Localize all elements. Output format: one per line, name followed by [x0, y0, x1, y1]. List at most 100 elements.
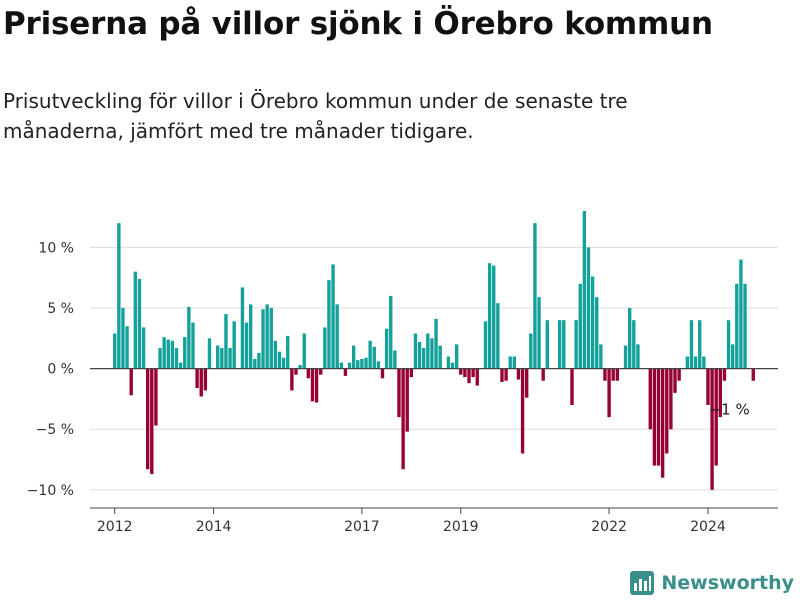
bar	[248, 304, 253, 369]
bar	[302, 333, 306, 369]
bar	[286, 335, 290, 369]
bar	[739, 259, 743, 369]
bar	[557, 320, 562, 369]
bar	[380, 368, 385, 379]
axis-layer	[90, 368, 778, 514]
bar	[595, 297, 599, 369]
bar	[273, 340, 278, 369]
bar	[492, 265, 496, 369]
bar	[702, 356, 706, 369]
bar	[356, 360, 360, 369]
bar	[393, 350, 397, 369]
bar	[121, 308, 125, 369]
bar	[636, 344, 640, 369]
page-title: Priserna på villor sjönk i Örebro kommun	[3, 6, 713, 42]
bar	[467, 368, 471, 384]
bar	[669, 368, 673, 430]
bar	[689, 320, 694, 369]
bar	[706, 368, 710, 405]
bar	[335, 304, 339, 369]
bar	[660, 368, 665, 478]
bar	[170, 340, 175, 369]
bar	[228, 348, 232, 369]
bar	[599, 344, 603, 369]
brand-name: Newsworthy	[661, 572, 794, 594]
bar	[389, 295, 393, 369]
bar	[216, 345, 220, 369]
bar	[323, 327, 327, 369]
bar	[496, 303, 500, 369]
bar	[590, 276, 595, 369]
bar	[743, 283, 747, 369]
bar	[413, 333, 418, 369]
bar	[203, 368, 208, 391]
y-tick-label: 10 %	[38, 240, 74, 256]
bar	[722, 368, 727, 381]
bar	[537, 297, 541, 369]
bar	[290, 368, 294, 391]
bar	[368, 340, 372, 369]
bar	[648, 368, 652, 430]
bar	[240, 287, 245, 369]
bar	[277, 351, 282, 369]
bar	[677, 368, 681, 381]
bar	[483, 321, 488, 369]
bar	[516, 368, 521, 380]
bar	[665, 368, 669, 454]
bar	[150, 368, 154, 475]
bar	[730, 344, 735, 369]
bar	[520, 368, 525, 454]
bar	[347, 362, 352, 369]
bar	[244, 322, 249, 369]
bar	[611, 368, 615, 381]
bar	[125, 326, 129, 369]
bar	[281, 357, 286, 369]
bar	[545, 320, 549, 369]
bar	[529, 333, 533, 369]
bar	[113, 333, 117, 369]
bar	[562, 320, 566, 369]
bar	[751, 368, 755, 381]
bar	[145, 368, 150, 470]
bar	[376, 361, 381, 369]
bar	[314, 368, 319, 403]
bar	[541, 368, 545, 381]
bar	[582, 211, 587, 369]
y-tick-label: 0 %	[47, 362, 74, 378]
bar	[698, 320, 702, 369]
bar	[454, 344, 459, 369]
bar	[162, 337, 166, 369]
bar	[487, 263, 492, 369]
bar	[512, 356, 517, 369]
bar-layer	[113, 211, 755, 490]
bar	[438, 345, 442, 369]
bar	[310, 368, 315, 402]
bar	[673, 368, 677, 393]
bar	[319, 368, 323, 375]
newsworthy-logo-icon	[630, 571, 655, 595]
bar	[450, 362, 455, 369]
bar	[224, 314, 228, 369]
bar	[384, 328, 389, 369]
bar	[364, 357, 368, 369]
brand: Newsworthy	[629, 570, 794, 596]
label-layer: 10 % 5 % 0 % −5 % −10 % 2012 2014 2017 2019 2022 2…	[27, 240, 750, 535]
bar	[331, 264, 335, 369]
bar	[294, 368, 298, 375]
x-tick-label: 2022	[591, 519, 627, 535]
bar	[183, 337, 187, 369]
bar	[623, 345, 628, 369]
bar	[191, 322, 195, 369]
bar	[133, 271, 138, 369]
bar	[178, 362, 183, 369]
bar	[158, 348, 162, 369]
bar	[405, 368, 409, 432]
bar	[434, 318, 438, 369]
bar	[195, 368, 199, 389]
bar	[351, 345, 356, 369]
bar	[417, 341, 422, 369]
bar	[471, 368, 475, 378]
bar	[426, 333, 430, 369]
bar	[401, 368, 405, 470]
